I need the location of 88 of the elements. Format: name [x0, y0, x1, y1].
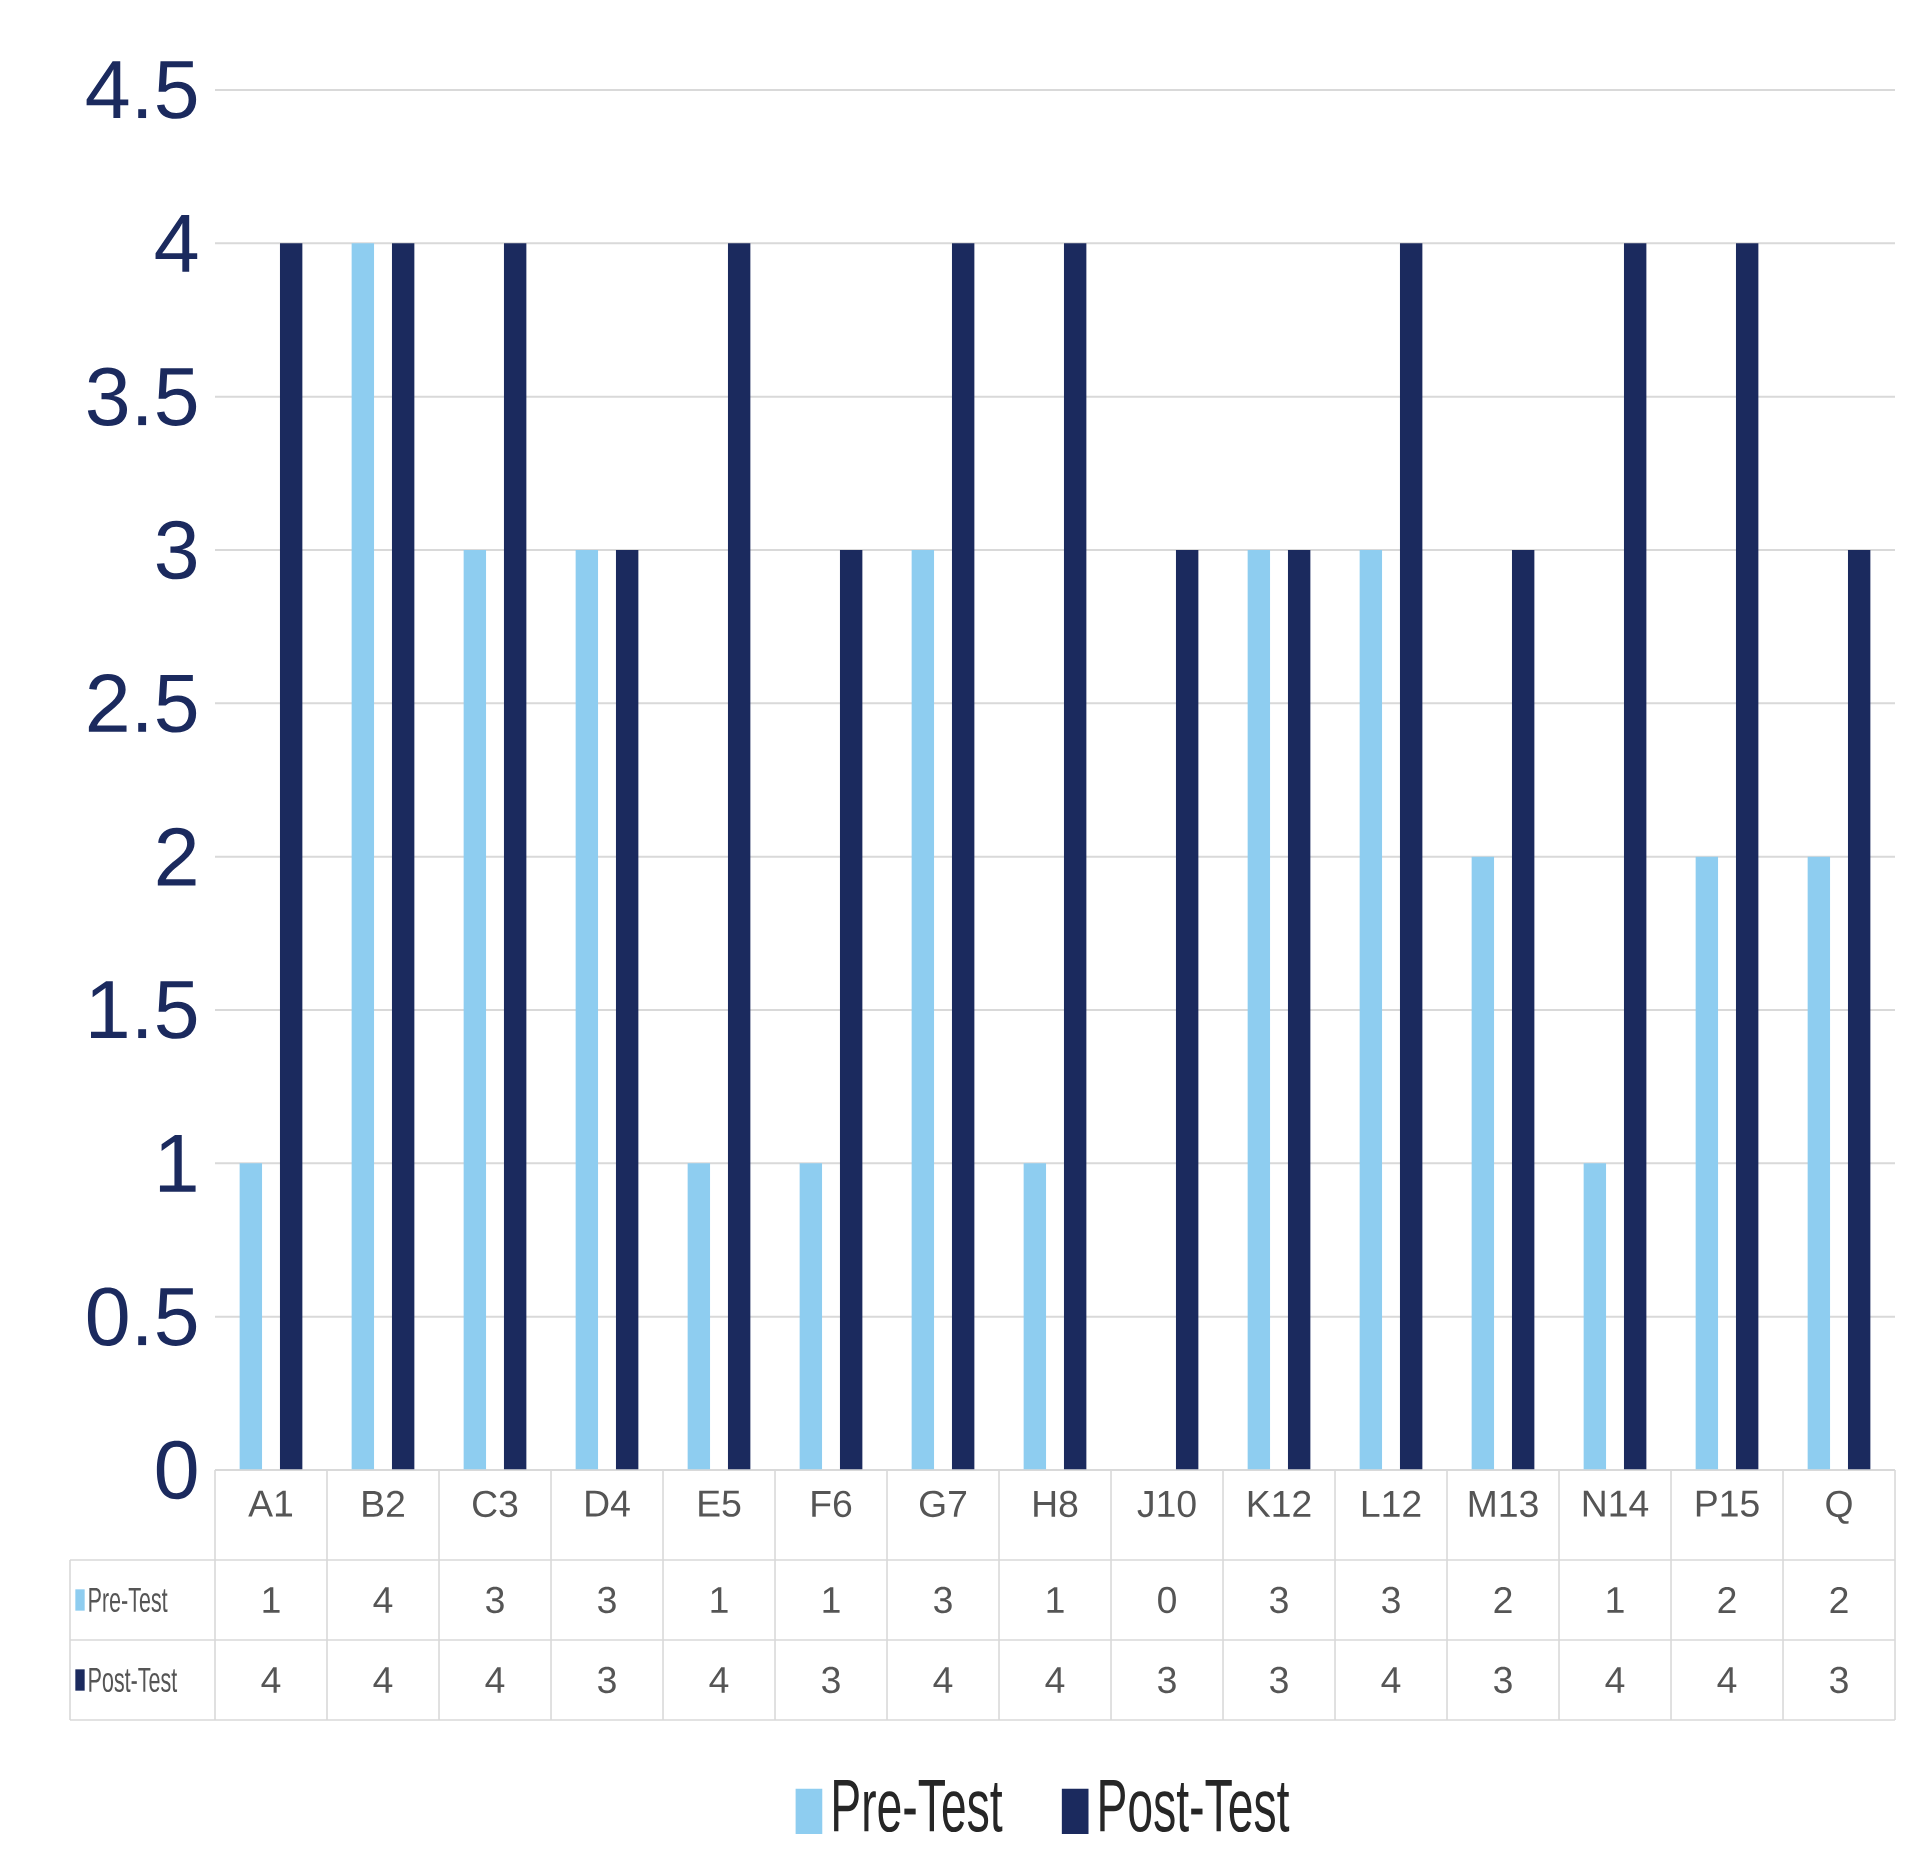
x-tick-label: J10	[1137, 1490, 1196, 1518]
data-label: 1	[1047, 1587, 1064, 1613]
bar	[951, 243, 975, 1470]
data-label: 2	[1830, 1586, 1848, 1614]
bar	[799, 1163, 823, 1470]
data-label: 3	[1830, 1666, 1848, 1694]
bar	[615, 550, 639, 1470]
y-tick-label: 1.5	[91, 981, 197, 1039]
x-tick-label: F6	[812, 1490, 852, 1518]
y-tick-label: 4	[155, 214, 198, 272]
data-label: 3	[1270, 1666, 1288, 1694]
x-tick-label: N14	[1583, 1490, 1649, 1517]
bar	[503, 243, 527, 1470]
data-label: 3	[1494, 1666, 1512, 1694]
bar	[1023, 1163, 1047, 1470]
bar	[1247, 550, 1271, 1470]
bar	[1847, 550, 1871, 1470]
data-label: 1	[823, 1587, 840, 1613]
x-tick-label: K12	[1248, 1490, 1311, 1517]
bar	[687, 1163, 711, 1470]
data-label: 3	[1158, 1666, 1176, 1694]
data-label: 1	[1607, 1587, 1624, 1613]
y-tick-label: 0	[156, 1440, 197, 1500]
bar	[1399, 243, 1423, 1470]
x-tick-label: C3	[473, 1490, 518, 1518]
data-label: 4	[933, 1667, 953, 1693]
y-tick-label: 2.5	[88, 674, 197, 733]
data-label: 3	[1382, 1586, 1400, 1614]
data-label: 3	[486, 1586, 504, 1614]
data-label: 1	[711, 1587, 728, 1613]
data-label: 4	[373, 1587, 393, 1613]
data-label: 3	[822, 1666, 840, 1694]
data-label: 4	[709, 1667, 729, 1693]
bar	[575, 550, 599, 1470]
data-label: 2	[1718, 1586, 1736, 1614]
data-label: 4	[1717, 1667, 1737, 1693]
bar	[727, 243, 751, 1470]
y-tick-label: 2	[157, 827, 196, 886]
data-label: 4	[485, 1667, 505, 1693]
bar	[1471, 856, 1495, 1470]
x-tick-label: L12	[1362, 1490, 1421, 1517]
bar	[351, 243, 375, 1470]
y-tick-label: 4.5	[86, 61, 197, 119]
data-label: 4	[1045, 1667, 1065, 1693]
data-label: 1	[263, 1587, 280, 1613]
x-tick-label: P15	[1696, 1490, 1759, 1517]
data-label: 3	[934, 1586, 952, 1614]
data-label: 4	[1381, 1667, 1401, 1693]
x-tick-label: G7	[919, 1490, 967, 1518]
legend-label: Pre-Test	[89, 1587, 168, 1613]
x-tick-label: Q	[1826, 1490, 1852, 1524]
bar	[391, 243, 415, 1470]
text: Post-Test	[1100, 1779, 1290, 1833]
text: Pre-Test	[834, 1779, 1003, 1833]
bar	[239, 1163, 263, 1470]
bar	[1063, 243, 1087, 1470]
bar	[1807, 856, 1831, 1470]
x-tick-label: A1	[248, 1490, 293, 1517]
data-label: 4	[373, 1667, 393, 1693]
data-label: 2	[1494, 1586, 1512, 1614]
x-tick-label: D4	[586, 1490, 630, 1517]
bar	[911, 550, 935, 1470]
data-label: 4	[1605, 1667, 1625, 1693]
bar	[1623, 243, 1647, 1470]
bar	[1287, 550, 1311, 1470]
y-tick-label: 1	[159, 1134, 196, 1192]
data-label: 0	[1158, 1586, 1176, 1614]
y-tick-label: 0.5	[87, 1287, 197, 1346]
bar	[1359, 550, 1383, 1470]
x-tick-label: M13	[1469, 1490, 1538, 1518]
data-label: 3	[598, 1586, 616, 1614]
data-label: 3	[1270, 1586, 1288, 1614]
x-tick-label: H8	[1034, 1490, 1078, 1518]
bar	[1583, 1163, 1607, 1470]
data-label: 4	[261, 1667, 281, 1693]
bar	[1511, 550, 1535, 1470]
legend-label: Post-Test	[89, 1667, 178, 1693]
y-tick-label: 3.5	[87, 367, 197, 426]
bar	[1695, 856, 1719, 1470]
bar	[1735, 243, 1759, 1470]
bar	[1175, 550, 1199, 1470]
y-tick-label: 3	[156, 520, 196, 580]
x-tick-label: E5	[699, 1490, 741, 1517]
bar	[839, 550, 863, 1470]
bar	[279, 243, 303, 1470]
x-tick-label: B2	[363, 1490, 404, 1517]
bar	[463, 550, 487, 1470]
data-label: 3	[598, 1666, 616, 1694]
